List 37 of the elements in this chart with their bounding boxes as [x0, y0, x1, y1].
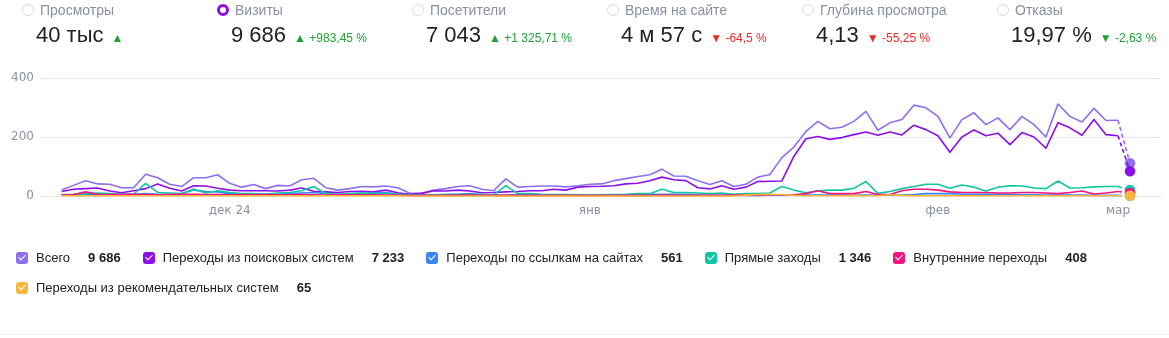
category-label: Посетители	[430, 2, 506, 18]
legend-label: Переходы по ссылкам на сайтах	[446, 250, 644, 265]
text: 4 м 57 с	[621, 22, 703, 47]
text: ▼ -55,25 %	[866, 31, 931, 45]
text: 4,13	[816, 22, 859, 47]
category-label: Глубина просмотра	[820, 2, 947, 18]
category-label: Просмотры	[40, 2, 114, 18]
y-tick-label: 200	[11, 129, 34, 144]
text: 9 686	[231, 22, 287, 47]
text: ▼ -64,5 %	[710, 31, 767, 45]
text: 7 043	[426, 22, 482, 47]
legend-label: Внутренние переходы	[913, 250, 1048, 265]
x-tick-label: мар	[1105, 203, 1130, 218]
category-label: Время на сайте	[625, 2, 728, 18]
category-label: Отказы	[1015, 2, 1063, 18]
text: 7 233	[371, 250, 405, 265]
legend-label: Всего	[36, 250, 71, 265]
category-label: Визиты	[235, 2, 283, 18]
y-tick-label: 0	[26, 188, 34, 203]
text: ▲ +983,45 %	[294, 31, 367, 45]
text: 561	[661, 250, 683, 265]
text: ▼ -2,63 %	[1099, 31, 1157, 45]
text: 40 тыс	[36, 22, 104, 47]
legend-label: Переходы из рекомендательных систем	[36, 280, 279, 295]
y-tick-label: 400	[11, 70, 34, 85]
text: ▲ +1 325,71 %	[489, 31, 572, 45]
text: 1 346	[838, 250, 872, 265]
text: 65	[296, 280, 312, 295]
text: 19,97 %	[1011, 22, 1092, 47]
text: 408	[1065, 250, 1087, 265]
x-tick-label: янв	[578, 203, 601, 218]
legend-label: Прямые заходы	[724, 250, 821, 265]
text: 9 686	[88, 250, 121, 265]
legend-label: Переходы из поисковых систем	[162, 250, 354, 265]
x-tick-label: фев	[925, 203, 951, 218]
x-tick-label: дек 24	[208, 203, 251, 218]
text: ▲	[111, 31, 124, 45]
